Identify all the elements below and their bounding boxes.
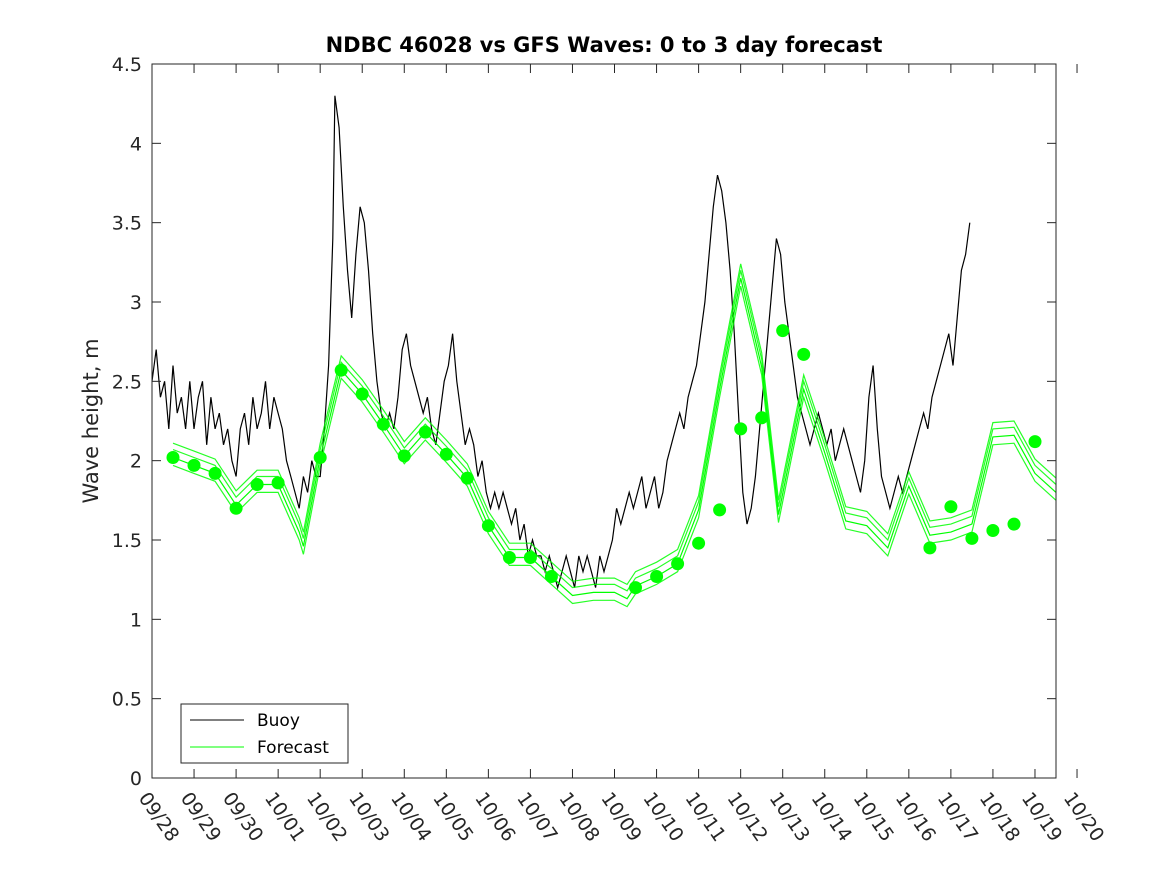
forecast-marker (334, 363, 348, 377)
legend-box (180, 703, 349, 764)
y-axis-label: Wave height, m (79, 338, 103, 503)
forecast-marker (629, 581, 642, 595)
forecast-marker (271, 476, 285, 490)
y-tick-label: 3.5 (112, 213, 142, 235)
forecast-marker (229, 501, 243, 515)
y-tick-label: 2 (130, 451, 142, 473)
forecast-marker (313, 451, 327, 464)
plot-area (151, 63, 1057, 779)
forecast-marker (986, 524, 1000, 537)
forecast-marker (187, 458, 201, 472)
y-tick-label: 3 (130, 292, 142, 314)
forecast-marker (671, 557, 685, 571)
forecast-marker (355, 387, 369, 401)
y-tick-label: 0 (130, 768, 142, 790)
y-tick-label: 0.5 (112, 689, 142, 711)
forecast-marker (250, 478, 264, 491)
forecast-marker (166, 451, 180, 464)
y-tick-label: 2.5 (112, 371, 142, 393)
forecast-marker (776, 324, 790, 338)
forecast-marker (418, 425, 432, 439)
forecast-marker (544, 570, 558, 583)
forecast-marker (1028, 435, 1042, 449)
forecast-marker (923, 541, 937, 555)
forecast-marker (944, 500, 958, 514)
legend-buoy-label: Buoy (257, 711, 300, 731)
y-tick-label: 1.5 (112, 530, 142, 552)
forecast-marker (965, 531, 979, 545)
forecast-marker (397, 449, 411, 463)
chart-title: NDBC 46028 vs GFS Waves: 0 to 3 day fore… (326, 33, 883, 57)
plot-background (152, 64, 1056, 778)
forecast-ensemble-line (172, 285, 1057, 608)
y-axis: 0 0.5 1 1.5 2 2.5 3 3.5 4 4.5 (112, 54, 1056, 790)
forecast-marker (523, 551, 537, 564)
legend: Buoy Forecast (180, 703, 349, 764)
forecast-marker (208, 466, 222, 480)
forecast-marker (1007, 517, 1021, 531)
forecast-marker (376, 417, 390, 431)
forecast-marker (460, 471, 474, 485)
forecast-marker (797, 347, 811, 361)
buoy-series-line (151, 95, 971, 590)
y-tick-label: 4.5 (112, 54, 142, 76)
series-layer (151, 95, 1057, 608)
forecast-marker (713, 503, 727, 517)
forecast-marker (502, 551, 516, 564)
forecast-ensemble-line (172, 263, 1057, 586)
forecast-marker (439, 447, 453, 461)
legend-forecast-label: Forecast (257, 738, 329, 758)
forecast-marker (734, 422, 748, 436)
forecast-series-line (172, 278, 1057, 600)
y-tick-label: 1 (130, 609, 142, 631)
forecast-marker (481, 519, 495, 533)
forecast-marker (650, 570, 664, 583)
forecast-marker (692, 536, 706, 550)
plot-frame (151, 63, 1057, 779)
y-tick-label: 4 (130, 133, 142, 155)
forecast-ensemble-line (172, 270, 1057, 592)
forecast-marker (755, 411, 769, 425)
